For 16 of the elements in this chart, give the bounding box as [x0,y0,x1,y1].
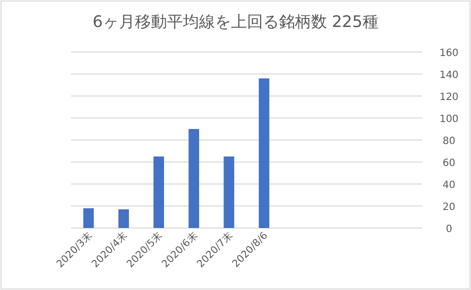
bar [258,78,270,228]
y-tick-label: 120 [439,92,459,103]
y-tick-label: 40 [442,180,456,191]
y-tick-label: 20 [442,202,456,213]
chart-title: 6ヶ月移動平均線を上回る銘柄数 225種 [92,12,378,31]
bar [118,209,129,228]
y-tick-label: 100 [439,114,459,125]
y-tick-label: 0 [446,224,452,235]
bar [188,129,200,228]
bar [153,156,164,228]
y-tick-label: 80 [442,136,456,147]
bar [83,208,94,228]
y-tick-label: 140 [439,70,459,81]
y-tick-label: 60 [442,158,456,169]
bar [224,156,234,228]
y-tick-label: 160 [439,48,459,59]
